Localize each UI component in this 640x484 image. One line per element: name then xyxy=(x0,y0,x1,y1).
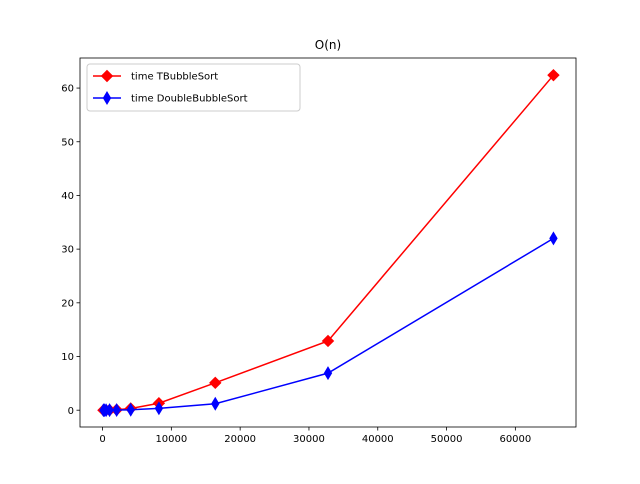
y-tick-label: 10 xyxy=(61,352,74,363)
legend-label: time DoubleBubbleSort xyxy=(131,94,248,105)
y-tick-label: 60 xyxy=(61,84,74,95)
chart-title: O(n) xyxy=(315,38,341,52)
legend-label: time TBubbleSort xyxy=(131,72,218,83)
legend: time TBubbleSort time DoubleBubbleSort xyxy=(87,64,300,111)
x-tick-label: 20000 xyxy=(224,434,256,445)
x-tick-label: 50000 xyxy=(431,434,463,445)
x-tick-label: 30000 xyxy=(293,434,325,445)
x-tick-label: 0 xyxy=(99,434,105,445)
y-tick-label: 30 xyxy=(61,245,74,256)
x-tick-label: 60000 xyxy=(499,434,531,445)
y-tick-label: 0 xyxy=(68,406,74,417)
y-tick-label: 40 xyxy=(61,191,74,202)
x-tick-label: 40000 xyxy=(362,434,394,445)
x-tick-label: 10000 xyxy=(155,434,187,445)
y-tick-label: 50 xyxy=(61,137,74,148)
y-tick-label: 20 xyxy=(61,298,74,309)
